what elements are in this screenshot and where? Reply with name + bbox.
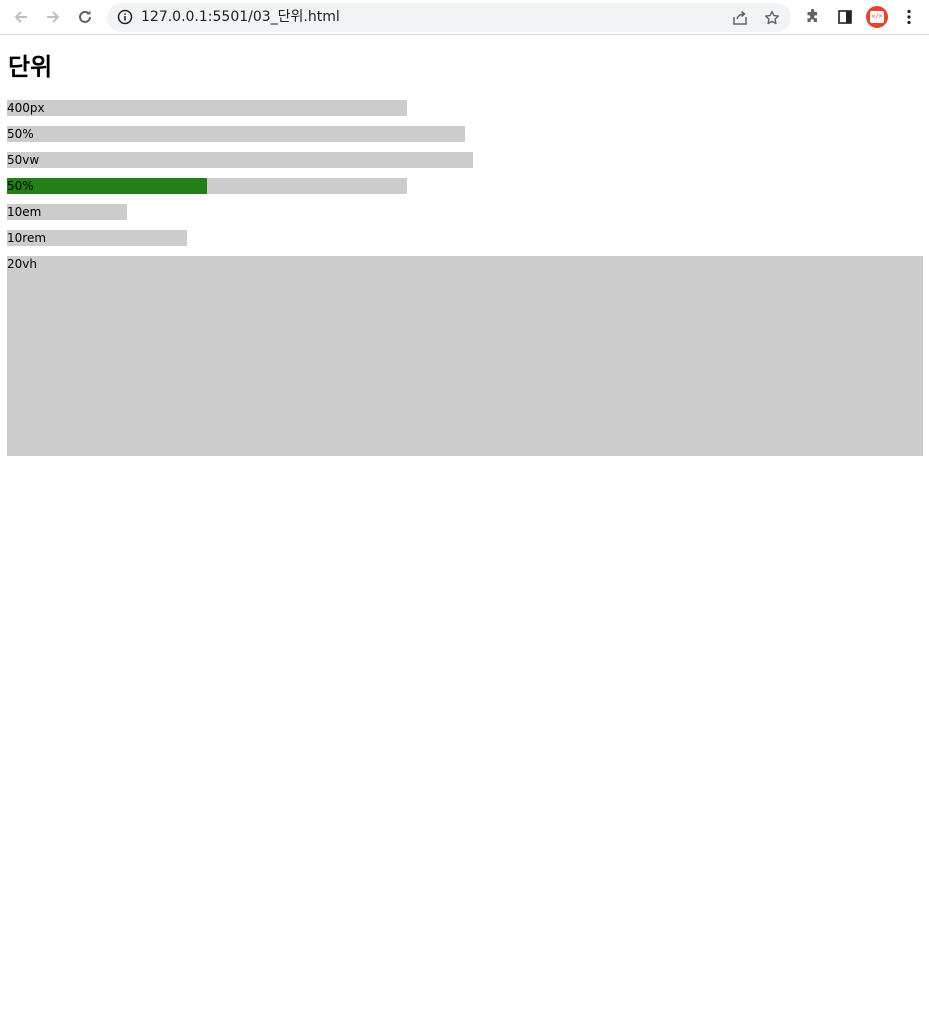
bar-parent-with-child: 50%	[7, 178, 407, 194]
bar-label: 20vh	[7, 257, 37, 271]
share-button[interactable]	[731, 9, 749, 27]
browser-toolbar: 127.0.0.1:5501/03_단위.html </>	[0, 0, 929, 35]
bar-10rem: 10rem	[7, 230, 187, 246]
address-bar[interactable]: 127.0.0.1:5501/03_단위.html	[107, 3, 791, 32]
extensions-button[interactable]	[803, 6, 823, 28]
star-icon	[765, 10, 779, 25]
profile-badge: </>	[870, 11, 884, 23]
bar-20vh: 20vh	[7, 256, 923, 456]
reload-button[interactable]	[73, 5, 97, 29]
forward-button[interactable]	[41, 5, 65, 29]
side-panel-icon	[838, 10, 852, 24]
url-text[interactable]: 127.0.0.1:5501/03_단위.html	[141, 9, 340, 25]
puzzle-icon	[807, 9, 817, 22]
share-icon	[733, 10, 747, 25]
back-arrow-icon	[14, 11, 27, 23]
forward-arrow-icon	[47, 11, 60, 23]
kebab-menu-icon	[907, 9, 911, 25]
bar-label: 50%	[7, 179, 34, 193]
bookmark-button[interactable]	[763, 9, 781, 27]
bar-label: 10em	[7, 205, 42, 219]
profile-avatar-icon[interactable]: </>	[866, 6, 888, 28]
page-title: 단위	[8, 53, 53, 81]
menu-button[interactable]	[899, 6, 919, 28]
bar-label: 10rem	[7, 231, 47, 245]
bar-label: 400px	[7, 101, 45, 115]
bar-50-percent: 50%	[7, 126, 465, 142]
side-panel-button[interactable]	[835, 6, 855, 28]
info-icon[interactable]	[117, 9, 133, 25]
bar-10em: 10em	[7, 204, 127, 220]
bar-label: 50vw	[7, 153, 40, 167]
back-button[interactable]	[9, 5, 33, 29]
bar-fill	[7, 178, 207, 194]
bar-50vw: 50vw	[7, 152, 473, 168]
bar-label: 50%	[7, 127, 34, 141]
bar-400px: 400px	[7, 100, 407, 116]
reload-icon	[79, 10, 91, 23]
